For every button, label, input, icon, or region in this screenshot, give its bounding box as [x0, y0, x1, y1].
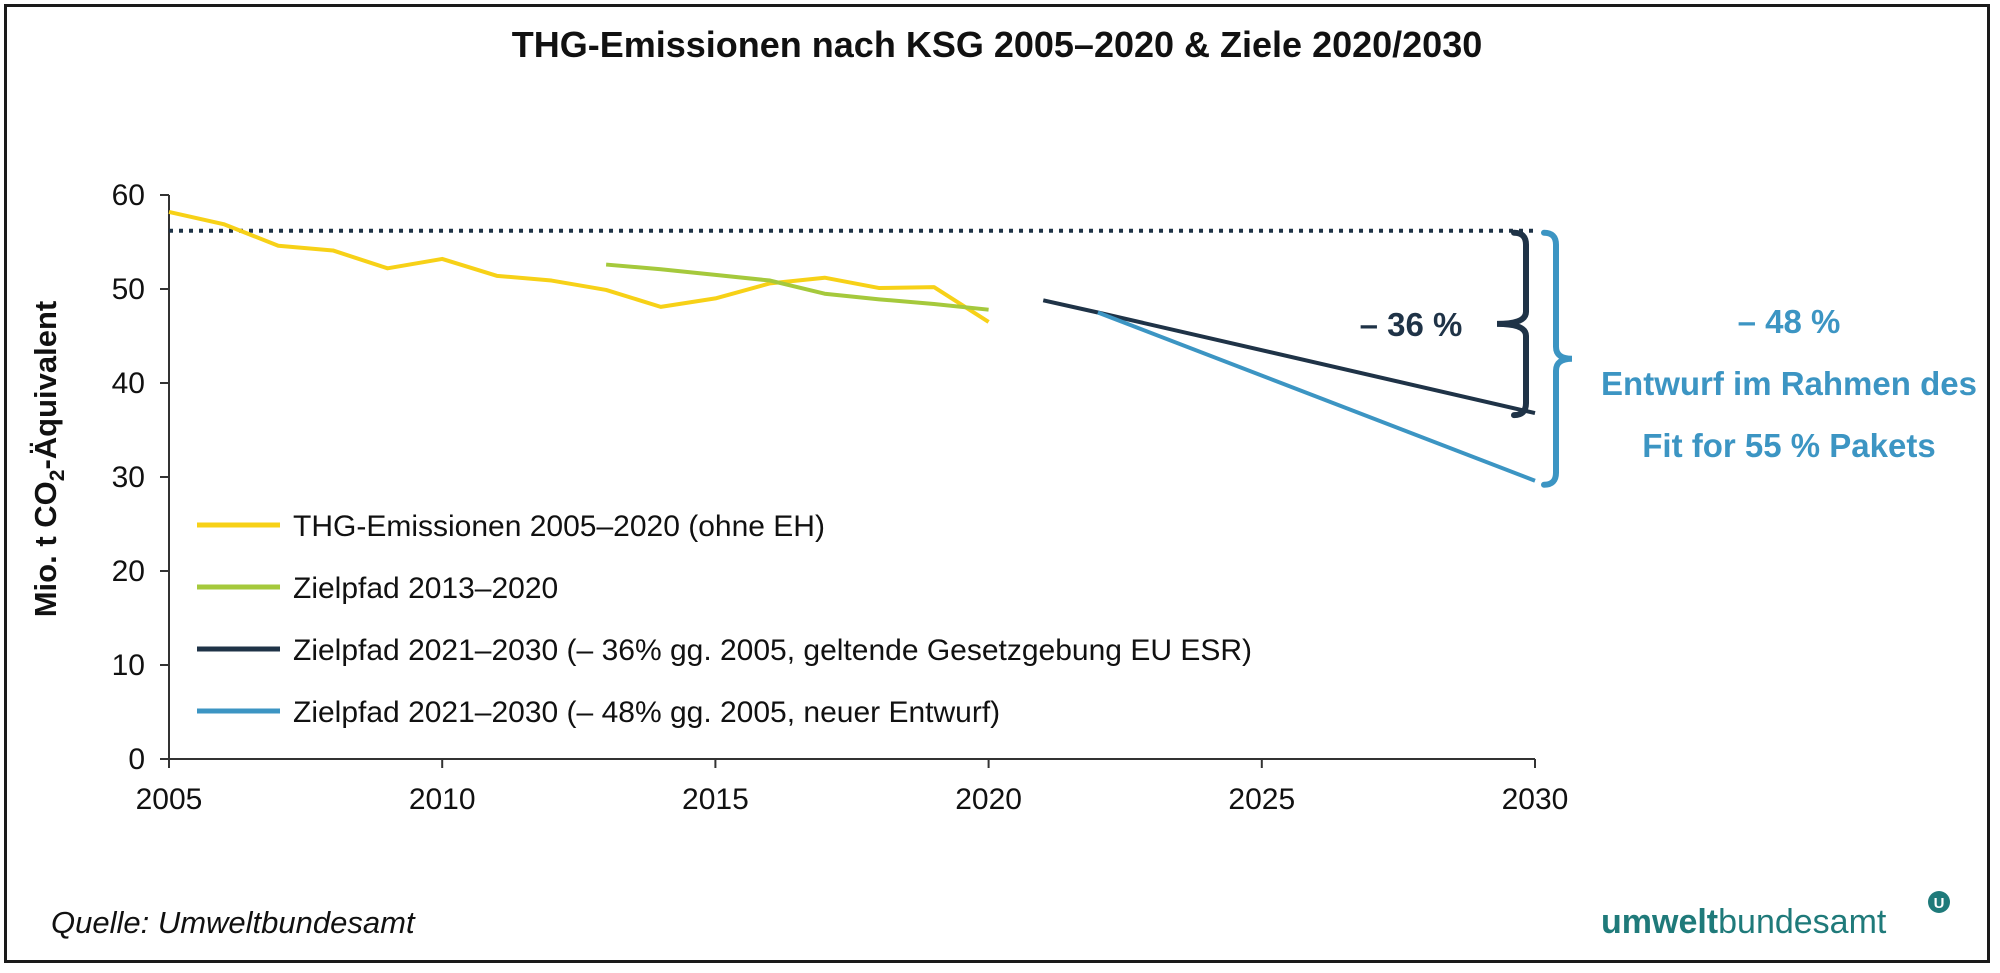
x-tick-label: 2030	[1502, 783, 1569, 816]
umweltbundesamt-logo: umweltbundesamt U	[1601, 891, 1950, 941]
legend: THG-Emissionen 2005–2020 (ohne EH) Zielpf…	[197, 510, 1252, 729]
y-tick-label: 10	[112, 649, 145, 682]
annotations: – 36 % – 48 % Entwurf im Rahmen des Fit for…	[1360, 229, 1977, 488]
annotation-minus-48-line-2: Entwurf im Rahmen des	[1601, 365, 1977, 402]
series-line-1	[168, 209, 990, 324]
y-axis-label-subscript: 2	[46, 470, 69, 482]
plot-area	[168, 209, 1536, 483]
y-axis-label-main: Mio. t CO	[28, 481, 63, 617]
annotation-minus-36: – 36 %	[1360, 306, 1463, 343]
chart-title: THG-Emissionen nach KSG 2005–2020 & Ziel…	[512, 24, 1483, 65]
source-note: Quelle: Umweltbundesamt	[51, 905, 416, 940]
x-tick-label: 2025	[1228, 783, 1295, 816]
logo-text-bundesamt: bundesamt	[1718, 903, 1887, 941]
annotation-minus-48-line-1: – 48 %	[1738, 303, 1841, 340]
y-tick-label: 0	[128, 743, 145, 776]
brace-minus-48	[1541, 229, 1573, 488]
x-tick-label: 2005	[136, 783, 203, 816]
logo-text-umwelt: umwelt	[1601, 903, 1718, 941]
y-tick-label: 20	[112, 555, 145, 588]
x-tick-label: 2015	[682, 783, 749, 816]
legend-label-3: Zielpfad 2021–2030 (– 36% gg. 2005, gelt…	[293, 634, 1252, 667]
logo-mark-icon	[1928, 891, 1950, 913]
series-line-4	[1097, 310, 1536, 483]
y-tick-label: 50	[112, 273, 145, 306]
logo-text: umweltbundesamt	[1601, 903, 1887, 941]
y-tick-label: 30	[112, 461, 145, 494]
logo-mark-letter: U	[1934, 895, 1945, 912]
x-tick-label: 2010	[409, 783, 476, 816]
series-line-2	[605, 262, 989, 312]
y-tick-label: 40	[112, 367, 145, 400]
chart: THG-Emissionen nach KSG 2005–2020 & Ziel…	[28, 24, 1977, 941]
brace-minus-36	[1496, 229, 1529, 419]
legend-label-4: Zielpfad 2021–2030 (– 48% gg. 2005, neue…	[293, 696, 1000, 729]
x-tick-label: 2020	[955, 783, 1022, 816]
legend-label-2: Zielpfad 2013–2020	[293, 572, 558, 605]
y-axis-label-rest: -Äquivalent	[28, 301, 63, 470]
legend-label-1: THG-Emissionen 2005–2020 (ohne EH)	[293, 510, 825, 543]
y-axis-label: Mio. t CO2-Äquivalent	[28, 301, 69, 618]
annotation-minus-48-line-3: Fit for 55 % Pakets	[1642, 427, 1935, 464]
y-tick-label: 60	[112, 179, 145, 212]
chart-frame: THG-Emissionen nach KSG 2005–2020 & Ziel…	[4, 4, 1990, 963]
